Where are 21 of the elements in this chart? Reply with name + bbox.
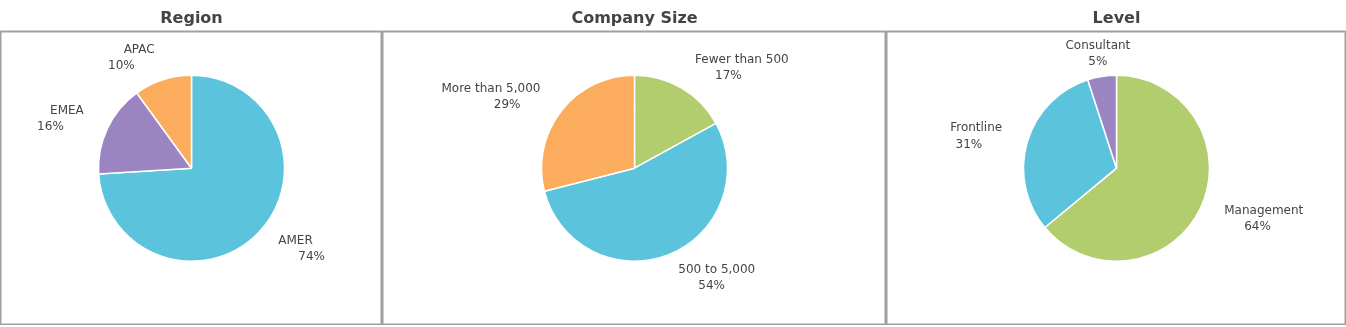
data-label: 17% xyxy=(715,68,742,83)
slice-label: Management xyxy=(1224,202,1304,217)
chart-title: Company Size xyxy=(571,7,698,27)
slice-label: EMEA xyxy=(50,103,85,118)
slice-label: More than 5,000 xyxy=(441,81,541,96)
slice-label: Frontline xyxy=(950,120,1003,135)
data-label: 54% xyxy=(698,278,725,293)
slice-label: Consultant xyxy=(1065,37,1131,52)
chart-title: Region xyxy=(160,7,223,27)
data-label: 5% xyxy=(1088,53,1108,68)
slice-label: AMER xyxy=(278,233,313,248)
data-label: 64% xyxy=(1244,219,1271,234)
data-label: 10% xyxy=(108,57,135,72)
slice-label: 500 to 5,000 xyxy=(678,261,756,276)
slice-label: Fewer than 500 xyxy=(695,52,789,67)
data-label: 74% xyxy=(298,249,325,264)
slice-label: APAC xyxy=(123,41,155,56)
chart-title: Level xyxy=(1092,7,1141,27)
data-label: 29% xyxy=(493,97,521,112)
data-label: 31% xyxy=(955,136,983,151)
data-label: 16% xyxy=(37,119,64,134)
